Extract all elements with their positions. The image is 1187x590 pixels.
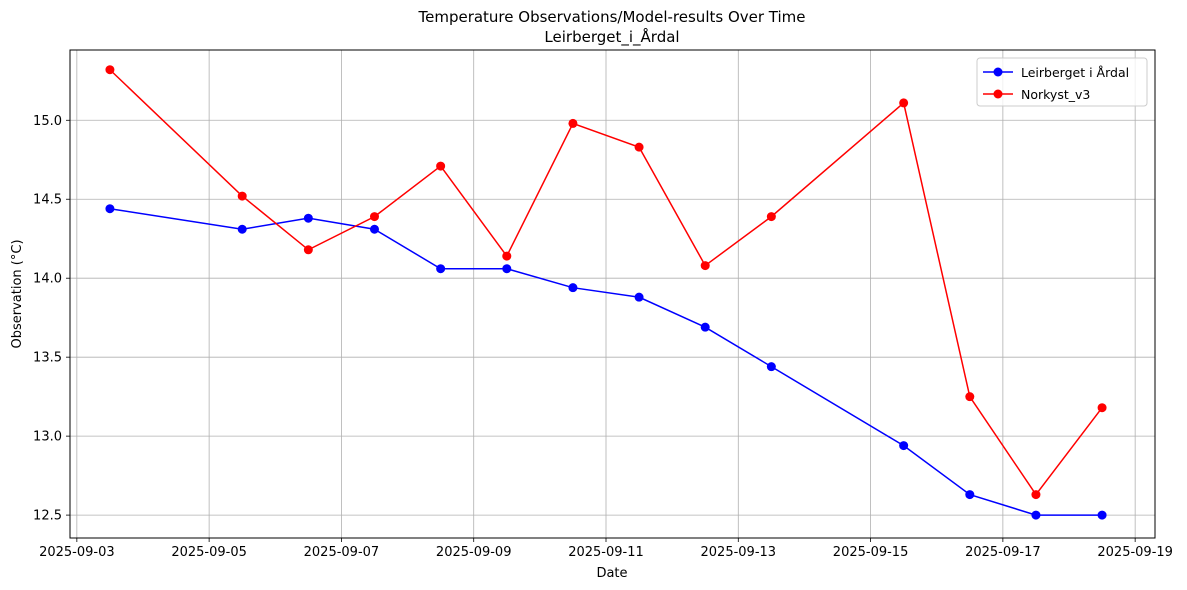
- data-point-leirberget: [502, 264, 512, 274]
- x-tick-label: 2025-09-09: [436, 545, 512, 560]
- data-point-norkyst: [766, 212, 776, 222]
- y-tick-label: 13.5: [33, 351, 62, 366]
- grid: [70, 50, 1155, 538]
- x-axis-ticks: 2025-09-03 2025-09-05 2025-09-07 2025-09-09…: [39, 538, 1173, 560]
- x-tick-label: 2025-09-13: [701, 545, 777, 560]
- y-axis-ticks: 12.5 13.0 13.5 14.0 14.5 15.0: [33, 114, 70, 524]
- data-point-leirberget: [237, 224, 247, 234]
- data-point-norkyst: [634, 142, 644, 152]
- legend-marker-norkyst: [993, 89, 1003, 99]
- data-point-leirberget: [1031, 510, 1041, 520]
- data-point-norkyst: [105, 65, 115, 75]
- data-point-leirberget: [965, 490, 975, 500]
- data-point-norkyst: [1031, 490, 1041, 500]
- x-tick-label: 2025-09-05: [171, 545, 247, 560]
- x-tick-label: 2025-09-17: [965, 545, 1041, 560]
- data-point-norkyst: [568, 118, 578, 128]
- data-point-leirberget: [899, 441, 909, 451]
- data-point-leirberget: [436, 264, 446, 274]
- legend-label-leirberget: Leirberget i Årdal: [1021, 65, 1129, 80]
- chart-title: Temperature Observations/Model-results O…: [417, 8, 805, 26]
- data-point-norkyst: [436, 161, 446, 171]
- y-axis-label: Observation (°C): [10, 239, 25, 348]
- data-point-leirberget: [766, 362, 776, 372]
- data-point-leirberget: [1097, 510, 1107, 520]
- legend-marker-leirberget: [993, 67, 1003, 77]
- y-tick-label: 14.0: [33, 272, 62, 287]
- data-point-norkyst: [369, 212, 379, 222]
- data-point-norkyst: [899, 98, 909, 108]
- legend-box: [976, 57, 1148, 107]
- plot-area-frame: [69, 49, 1156, 539]
- x-tick-label: 2025-09-11: [568, 545, 644, 560]
- x-axis-label: Date: [596, 566, 627, 581]
- legend: Leirberget i Årdal Norkyst_v3: [976, 57, 1148, 107]
- series-line-norkyst: [109, 69, 1103, 496]
- x-tick-label: 2025-09-15: [833, 545, 909, 560]
- chart-subtitle: Leirberget_i_Årdal: [544, 27, 679, 47]
- data-point-leirberget: [105, 204, 115, 214]
- data-point-norkyst: [237, 191, 247, 201]
- series-line-leirberget: [109, 207, 1103, 516]
- y-tick-label: 14.5: [33, 193, 62, 208]
- x-tick-label: 2025-09-07: [304, 545, 380, 560]
- y-tick-label: 13.0: [33, 430, 62, 445]
- data-point-leirberget: [568, 283, 578, 293]
- x-tick-label: 2025-09-03: [39, 545, 115, 560]
- data-point-norkyst: [303, 245, 313, 255]
- legend-label-norkyst: Norkyst_v3: [1021, 87, 1090, 102]
- data-point-leirberget: [303, 213, 313, 223]
- data-point-norkyst: [502, 251, 512, 261]
- data-point-norkyst: [965, 392, 975, 402]
- series-group: [105, 65, 1107, 520]
- y-tick-label: 15.0: [33, 114, 62, 129]
- data-point-norkyst: [700, 261, 710, 271]
- data-point-leirberget: [369, 224, 379, 234]
- data-point-leirberget: [700, 322, 710, 332]
- y-tick-label: 12.5: [33, 509, 62, 524]
- data-point-norkyst: [1097, 403, 1107, 413]
- data-point-leirberget: [634, 292, 644, 302]
- x-tick-label: 2025-09-19: [1097, 545, 1173, 560]
